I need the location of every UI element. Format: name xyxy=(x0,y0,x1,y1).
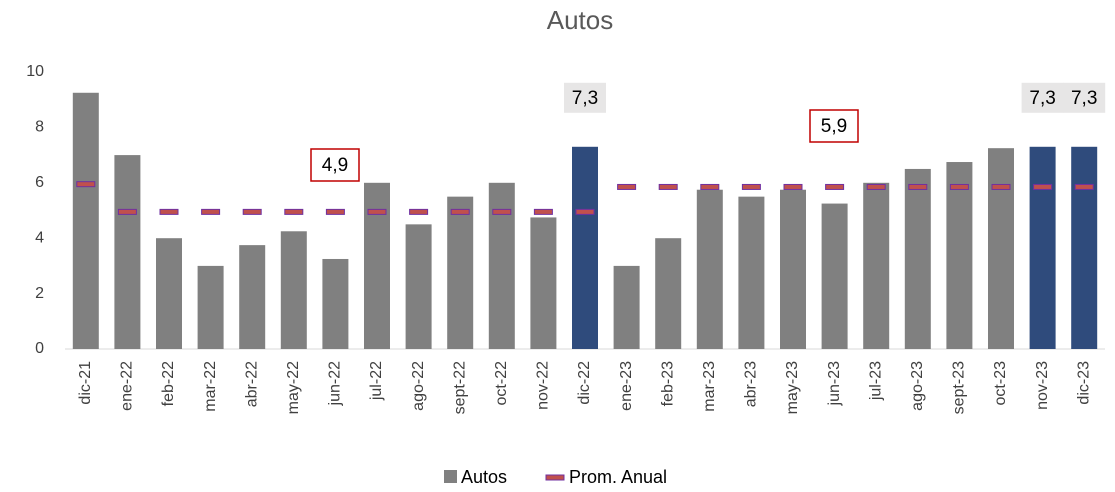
y-tick-label: 10 xyxy=(26,63,44,80)
bar xyxy=(1071,146,1098,349)
x-tick-label: feb-22 xyxy=(160,361,177,406)
y-tick-label: 6 xyxy=(35,174,44,191)
average-marker xyxy=(700,183,720,190)
bar xyxy=(572,146,598,349)
bar xyxy=(72,92,99,350)
legend-swatch xyxy=(545,474,565,481)
bar xyxy=(863,182,890,349)
bar xyxy=(488,182,515,349)
average-marker xyxy=(492,208,512,215)
bar xyxy=(364,182,390,349)
average-marker xyxy=(949,183,969,190)
bar xyxy=(696,189,723,349)
bar xyxy=(904,168,931,349)
bar xyxy=(239,245,266,349)
x-tick-label: sept-23 xyxy=(951,361,968,414)
average-marker xyxy=(284,208,304,215)
x-tick-label: mar-22 xyxy=(202,361,219,412)
x-tick-label: ago-23 xyxy=(909,361,926,411)
x-tick-label: ene-22 xyxy=(119,361,136,411)
legend-swatch xyxy=(444,470,457,483)
bar xyxy=(946,162,973,349)
x-tick-label: jun-22 xyxy=(327,361,344,407)
average-marker xyxy=(1033,183,1053,190)
bar xyxy=(655,238,682,349)
x-tick-label: dic-22 xyxy=(576,361,593,405)
annotation: 5,9 xyxy=(821,116,847,137)
average-marker xyxy=(533,208,553,215)
average-marker xyxy=(159,208,179,215)
x-tick-label: jul-22 xyxy=(368,361,385,401)
bar xyxy=(405,224,432,349)
y-tick-label: 8 xyxy=(35,119,44,136)
chart-title: Autos xyxy=(547,5,614,35)
average-marker xyxy=(866,183,886,190)
bar xyxy=(988,148,1014,349)
bar xyxy=(322,258,349,349)
legend-label: Prom. Anual xyxy=(569,467,667,487)
bar xyxy=(821,203,848,349)
bar xyxy=(114,155,141,349)
average-marker xyxy=(825,183,845,190)
average-marker xyxy=(117,208,137,215)
x-tick-label: may-22 xyxy=(285,361,302,414)
average-marker xyxy=(575,208,595,215)
x-tick-label: oct-22 xyxy=(493,361,510,406)
x-tick-label: jun-23 xyxy=(826,361,843,407)
average-marker xyxy=(1074,183,1094,190)
average-marker xyxy=(325,208,345,215)
x-tick-label: nov-22 xyxy=(535,361,552,410)
x-tick-label: ene-23 xyxy=(618,361,635,411)
x-tick-label: ago-22 xyxy=(410,361,427,411)
data-label: 7,3 xyxy=(1071,88,1097,109)
data-label: 7,3 xyxy=(1029,88,1055,109)
x-tick-label: dic-23 xyxy=(1075,361,1092,405)
bar xyxy=(780,189,806,349)
average-marker xyxy=(617,183,637,190)
bar xyxy=(280,231,307,349)
bar xyxy=(156,238,182,349)
data-label-bg xyxy=(1021,82,1064,113)
average-marker xyxy=(409,208,429,215)
average-marker xyxy=(991,183,1011,190)
x-tick-label: feb-23 xyxy=(659,361,676,406)
x-tick-label: nov-23 xyxy=(1034,361,1051,410)
x-tick-label: abr-22 xyxy=(243,361,260,407)
x-tick-label: sept-22 xyxy=(451,361,468,414)
bar xyxy=(197,265,224,349)
average-marker xyxy=(242,208,262,215)
average-marker xyxy=(450,208,470,215)
bar xyxy=(738,196,765,349)
x-tick-label: oct-23 xyxy=(992,361,1009,406)
x-tick-label: mar-23 xyxy=(701,361,718,412)
annotation: 4,9 xyxy=(322,155,348,176)
average-marker xyxy=(201,208,221,215)
data-label-bg xyxy=(564,82,606,113)
data-label: 7,3 xyxy=(572,88,598,109)
bar xyxy=(613,265,640,349)
average-marker xyxy=(658,183,678,190)
bar xyxy=(447,196,474,349)
annotation-box xyxy=(310,148,360,182)
x-tick-label: may-23 xyxy=(784,361,801,414)
annotation-box xyxy=(809,109,859,143)
average-marker xyxy=(908,183,928,190)
average-marker xyxy=(783,183,803,190)
x-tick-label: abr-23 xyxy=(743,361,760,407)
y-tick-label: 2 xyxy=(35,285,44,302)
y-tick-label: 0 xyxy=(35,340,44,357)
average-marker xyxy=(76,181,96,188)
x-tick-label: dic-21 xyxy=(77,361,94,405)
bar xyxy=(530,217,557,349)
y-tick-label: 4 xyxy=(35,229,44,246)
data-label-bg xyxy=(1063,82,1106,113)
average-marker xyxy=(741,183,761,190)
legend-label: Autos xyxy=(461,467,507,487)
average-marker xyxy=(367,208,387,215)
x-tick-label: jul-23 xyxy=(867,361,884,401)
bar xyxy=(1029,146,1056,349)
